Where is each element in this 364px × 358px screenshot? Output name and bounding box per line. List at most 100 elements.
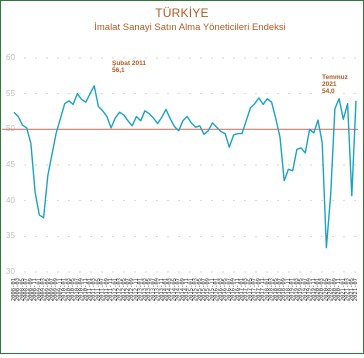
x-tick-label: 2009-01 <box>36 278 42 301</box>
x-tick-label: 2016-05 <box>222 278 228 301</box>
annotation-peak-2011-date: Şubat 2011 <box>112 60 146 67</box>
y-tick-label: 45 <box>6 160 15 169</box>
x-tick-label: 2019-03 <box>294 278 300 301</box>
x-tick-label: 2010-03 <box>66 278 72 301</box>
x-tick-label: 2018-01 <box>264 278 270 301</box>
x-tick-label: 2016-07 <box>226 278 232 301</box>
x-tick-label: 2012-07 <box>125 278 131 301</box>
annotation-peak-2011: Şubat 2011 56,1 <box>112 60 146 74</box>
annotation-july-2021-value: 54,0 <box>322 88 335 95</box>
y-tick-label: 40 <box>6 195 15 205</box>
series-line <box>13 85 357 249</box>
x-tick-label: 2017-11 <box>260 278 266 301</box>
x-tick-label: 2009-03 <box>41 278 47 301</box>
x-tick-label: 2015-11 <box>209 278 215 301</box>
x-tick-label: 2019-05 <box>298 278 304 301</box>
x-tick-label: 2009-05 <box>45 278 51 301</box>
x-tick-label: 2021-01 <box>340 278 346 301</box>
x-tick-label: 2016-09 <box>231 278 237 301</box>
x-tick-label: 2008-01 <box>11 278 17 301</box>
x-tick-label: 2019-01 <box>290 278 296 301</box>
y-tick-label: 35 <box>6 231 15 241</box>
x-tick-label: 2016-01 <box>214 278 220 301</box>
x-tick-label: 2008-11 <box>32 278 38 301</box>
chart-title: TÜRKİYE <box>155 6 209 20</box>
x-tick-label: 2015-07 <box>201 278 207 301</box>
x-tick-label: 2014-01 <box>163 278 169 301</box>
x-tick-label: 2017-09 <box>256 278 262 301</box>
x-tick-label: 2019-11 <box>311 278 317 301</box>
x-tick-label: 2018-07 <box>277 278 283 301</box>
x-tick-label: 2010-05 <box>70 278 76 301</box>
x-tick-label: 2008-05 <box>19 278 25 301</box>
x-tick-label: 2013-07 <box>150 278 156 301</box>
y-tick-label: 55 <box>6 88 15 98</box>
x-tick-label: 2021-05 <box>349 278 355 301</box>
annotation-peak-2011-value: 56,1 <box>112 67 125 74</box>
x-tick-label: 2011-07 <box>100 278 106 301</box>
x-tick-label: 2008-03 <box>15 278 21 301</box>
x-tick-label: 2009-07 <box>49 278 55 301</box>
x-tick-label: 2018-05 <box>273 278 279 301</box>
x-tick-label: 2015-09 <box>205 278 211 301</box>
x-tick-label: 2017-07 <box>252 278 258 301</box>
x-tick-label: 2020-03 <box>319 278 325 301</box>
chart-subtitle: İmalat Sanayi Satın Alma Yöneticileri En… <box>94 22 286 33</box>
x-tick-label: 2013-03 <box>142 278 148 301</box>
x-tick-label: 2014-07 <box>176 278 182 301</box>
x-tick-label: 2012-01 <box>112 278 118 301</box>
x-tick-label: 2009-09 <box>53 278 59 301</box>
x-tick-label: 2018-03 <box>269 278 275 301</box>
x-tick-label: 2018-11 <box>285 278 291 301</box>
x-tick-label: 2010-01 <box>62 278 68 301</box>
x-tick-label: 2008-07 <box>24 278 30 301</box>
x-tick-label: 2011-11 <box>108 278 114 301</box>
x-tick-label: 2021-03 <box>345 278 351 301</box>
x-tick-label: 2014-05 <box>171 278 177 301</box>
annotation-july-2021-date: Temmuz 2021 <box>322 74 348 88</box>
x-tick-label: 2010-11 <box>83 278 89 301</box>
x-tick-label: 2017-03 <box>243 278 249 301</box>
x-tick-label: 2015-03 <box>193 278 199 301</box>
x-tick-label: 2017-01 <box>239 278 245 301</box>
x-tick-label: 2018-09 <box>281 278 287 301</box>
x-tick-label: 2014-09 <box>180 278 186 301</box>
x-tick-label: 2013-05 <box>146 278 152 301</box>
x-tick-label: 2016-11 <box>235 278 241 301</box>
x-tick-label: 2015-01 <box>188 278 194 301</box>
y-tick-label: 30 <box>6 267 15 276</box>
x-tick-label: 2013-09 <box>155 278 161 301</box>
x-tick-label: 2013-01 <box>138 278 144 301</box>
x-tick-label: 2012-11 <box>133 278 139 301</box>
annotation-july-2021: Temmuz 2021 54,0 <box>322 74 364 95</box>
x-tick-label: 2011-05 <box>95 278 101 301</box>
x-tick-label: 2019-07 <box>302 278 308 301</box>
x-tick-label: 2013-11 <box>159 278 165 301</box>
x-tick-label: 2020-01 <box>315 278 321 301</box>
x-tick-label: 2012-05 <box>121 278 127 301</box>
x-tick-label: 2008-09 <box>28 278 34 301</box>
x-tick-label: 2012-09 <box>129 278 135 301</box>
x-tick-label: 2009-11 <box>57 278 63 301</box>
grid <box>24 57 358 273</box>
x-tick-label: 2021-07 <box>353 278 359 301</box>
x-tick-labels: 2008-012008-032008-052008-072008-092008-… <box>11 278 359 301</box>
y-tick-label: 60 <box>6 53 15 62</box>
x-tick-label: 2010-09 <box>79 278 85 301</box>
x-tick-label: 2010-07 <box>74 278 80 301</box>
x-tick-label: 2020-11 <box>336 278 342 301</box>
x-tick-label: 2019-09 <box>307 278 313 301</box>
x-tick-label: 2015-05 <box>197 278 203 301</box>
x-tick-label: 2020-09 <box>332 278 338 301</box>
x-tick-label: 2017-05 <box>247 278 253 301</box>
x-tick-label: 2011-03 <box>91 278 97 301</box>
x-tick-label: 2014-03 <box>167 278 173 301</box>
x-tick-label: 2011-09 <box>104 278 110 301</box>
x-tick-label: 2020-05 <box>323 278 329 301</box>
x-tick-label: 2012-03 <box>117 278 123 301</box>
x-tick-label: 2020-07 <box>328 278 334 301</box>
x-tick-label: 2016-03 <box>218 278 224 301</box>
x-tick-label: 2014-11 <box>184 278 190 301</box>
